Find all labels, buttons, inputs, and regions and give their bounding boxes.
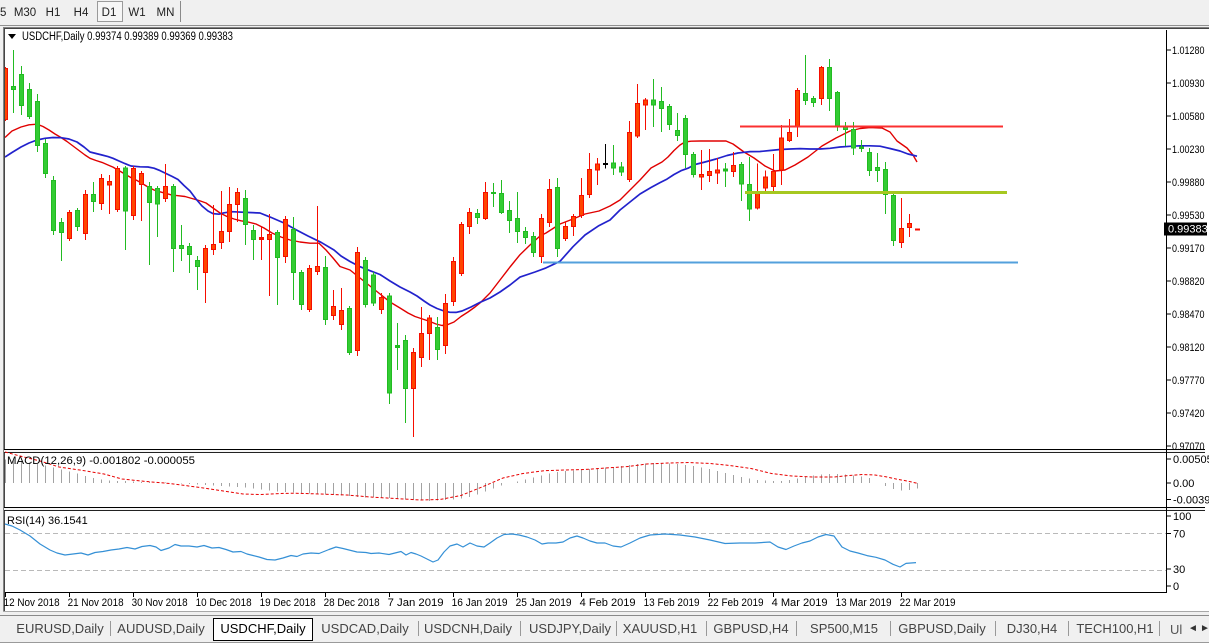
svg-text:22 Mar 2019: 22 Mar 2019 bbox=[900, 597, 956, 609]
svg-text:12 Nov 2018: 12 Nov 2018 bbox=[4, 597, 60, 609]
svg-text:19 Dec 2018: 19 Dec 2018 bbox=[260, 597, 316, 609]
svg-text:25 Jan 2019: 25 Jan 2019 bbox=[516, 597, 572, 609]
svg-text:1.01280: 1.01280 bbox=[1172, 45, 1205, 57]
svg-text:0.97420: 0.97420 bbox=[1172, 408, 1205, 420]
svg-text:1.00930: 1.00930 bbox=[1172, 78, 1205, 90]
svg-text:0.99383: 0.99383 bbox=[1168, 224, 1208, 236]
svg-text:4 Mar 2019: 4 Mar 2019 bbox=[772, 597, 828, 609]
svg-text:0.99880: 0.99880 bbox=[1172, 177, 1205, 189]
svg-text:22 Feb 2019: 22 Feb 2019 bbox=[708, 597, 764, 609]
svg-text:7 Jan 2019: 7 Jan 2019 bbox=[388, 597, 444, 609]
svg-text:0.98820: 0.98820 bbox=[1172, 276, 1205, 288]
svg-text:0.97070: 0.97070 bbox=[1172, 441, 1205, 453]
svg-text:0.98470: 0.98470 bbox=[1172, 309, 1205, 321]
svg-text:0.00: 0.00 bbox=[1173, 478, 1194, 490]
svg-text:30: 30 bbox=[1173, 564, 1185, 576]
svg-text:30 Nov 2018: 30 Nov 2018 bbox=[132, 597, 188, 609]
svg-text:28 Dec 2018: 28 Dec 2018 bbox=[324, 597, 380, 609]
svg-text:16 Jan 2019: 16 Jan 2019 bbox=[452, 597, 508, 609]
svg-text:4 Feb 2019: 4 Feb 2019 bbox=[580, 597, 636, 609]
svg-text:0.0050531: 0.0050531 bbox=[1173, 454, 1209, 466]
svg-text:1.00580: 1.00580 bbox=[1172, 111, 1205, 123]
svg-text:RSI(14) 36.1541: RSI(14) 36.1541 bbox=[7, 515, 88, 527]
svg-text:21 Nov 2018: 21 Nov 2018 bbox=[68, 597, 124, 609]
svg-text:0.97770: 0.97770 bbox=[1172, 375, 1205, 387]
svg-text:0.98120: 0.98120 bbox=[1172, 342, 1205, 354]
svg-text:13 Mar 2019: 13 Mar 2019 bbox=[836, 597, 892, 609]
svg-text:70: 70 bbox=[1173, 529, 1185, 541]
svg-text:1.00230: 1.00230 bbox=[1172, 144, 1205, 156]
svg-text:MACD(12,26,9) -0.001802 -0.000: MACD(12,26,9) -0.001802 -0.000055 bbox=[7, 455, 195, 467]
svg-text:0.99170: 0.99170 bbox=[1172, 243, 1205, 255]
svg-text:0: 0 bbox=[1173, 581, 1179, 593]
svg-text:10 Dec 2018: 10 Dec 2018 bbox=[196, 597, 252, 609]
svg-text:13 Feb 2019: 13 Feb 2019 bbox=[644, 597, 700, 609]
svg-text:-0.0039090: -0.0039090 bbox=[1173, 494, 1209, 506]
svg-text:USDCHF,Daily 0.99374 0.99389: USDCHF,Daily 0.99374 0.99389 0.99369 0.9… bbox=[22, 31, 233, 43]
svg-text:100: 100 bbox=[1173, 511, 1191, 523]
svg-text:0.99530: 0.99530 bbox=[1172, 210, 1205, 222]
